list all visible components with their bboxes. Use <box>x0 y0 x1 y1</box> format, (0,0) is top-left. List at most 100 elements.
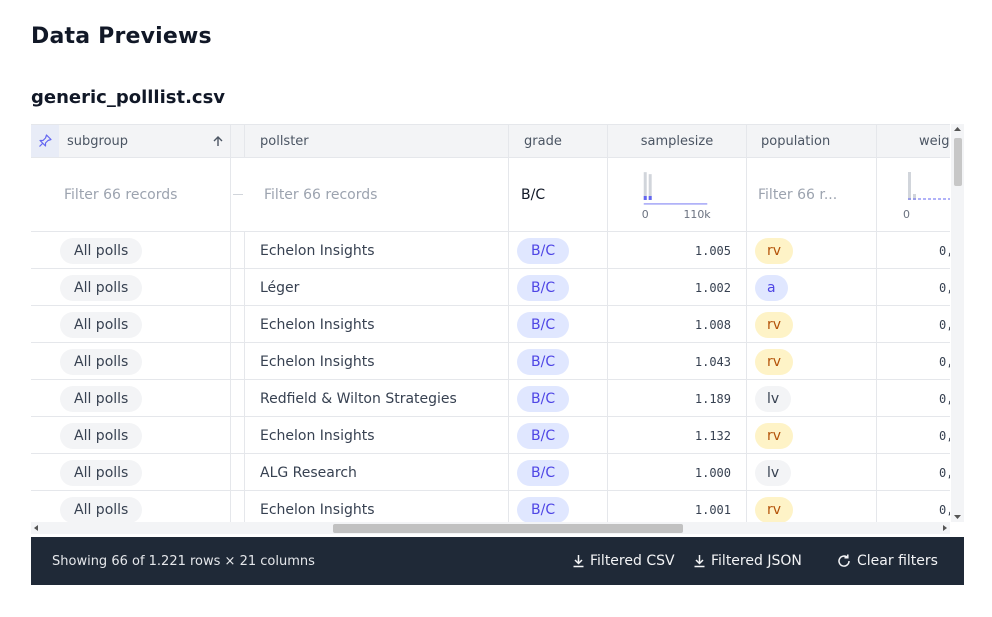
histogram-max-label: 110k <box>683 207 711 220</box>
table-row[interactable]: All polls Redfield & Wilton Strategies B/C… <box>31 380 950 417</box>
grade-cell: B/C <box>509 232 608 269</box>
pollster-cell: ALG Research <box>245 454 509 491</box>
filtered-json-button[interactable]: Filtered JSON <box>693 553 802 569</box>
histogram-min-label: 0 <box>642 207 649 220</box>
row-divider <box>231 343 245 380</box>
filter-population-input[interactable]: Filter 66 r... <box>758 186 838 203</box>
population-pill: a <box>755 274 788 301</box>
column-header-subgroup[interactable]: subgroup <box>59 125 231 158</box>
clear-filters-label: Clear filters <box>857 553 938 569</box>
scroll-down-icon[interactable] <box>951 512 964 522</box>
row-divider <box>231 380 245 417</box>
row-divider <box>231 269 245 306</box>
file-title: generic_polllist.csv <box>31 87 226 108</box>
subgroup-pill: All polls <box>60 496 143 522</box>
table-row[interactable]: All polls Echelon Insights B/C 1.132 rv 0, <box>31 417 950 454</box>
subgroup-pill: All polls <box>60 274 143 301</box>
samplesize-histogram[interactable]: 0 110k <box>608 158 746 232</box>
subgroup-cell: All polls <box>31 380 231 417</box>
population-cell: a <box>747 269 877 306</box>
weight-value: 0, <box>939 317 950 332</box>
population-cell: rv <box>747 491 877 522</box>
samplesize-cell: 1.132 <box>608 417 747 454</box>
horizontal-scrollbar[interactable] <box>31 522 950 534</box>
clear-filters-button[interactable]: Clear filters <box>836 553 938 569</box>
population-pill: rv <box>755 311 794 338</box>
scroll-right-icon[interactable] <box>940 522 950 534</box>
column-divider <box>231 125 245 158</box>
column-header-label: weig <box>919 133 950 149</box>
population-pill: rv <box>755 422 794 449</box>
grid-footer: Showing 66 of 1.221 rows × 21 columns Fi… <box>31 537 964 585</box>
column-header-weight[interactable]: weig <box>877 125 950 158</box>
column-header-grade[interactable]: grade <box>509 125 608 158</box>
table-row[interactable]: All polls Echelon Insights B/C 1.005 rv 0, <box>31 232 950 269</box>
pollster-value: Echelon Insights <box>260 427 375 444</box>
grade-cell: B/C <box>509 269 608 306</box>
subgroup-cell: All polls <box>31 306 231 343</box>
grade-cell: B/C <box>509 454 608 491</box>
filter-grade-value[interactable]: B/C <box>521 186 546 203</box>
population-cell: lv <box>747 380 877 417</box>
row-divider <box>231 491 245 522</box>
filtered-json-label: Filtered JSON <box>711 553 802 569</box>
grade-pill: B/C <box>517 237 570 264</box>
table-row[interactable]: All polls Echelon Insights B/C 1.043 rv 0, <box>31 343 950 380</box>
population-cell: rv <box>747 306 877 343</box>
weight-value: 0, <box>939 280 950 295</box>
row-divider <box>231 417 245 454</box>
weight-cell: 0, <box>877 306 950 343</box>
filter-cell-pollster: Filter 66 records <box>245 158 509 232</box>
filtered-csv-label: Filtered CSV <box>590 553 675 569</box>
weight-cell: 0, <box>877 491 950 522</box>
column-header-label: population <box>761 133 831 149</box>
subgroup-cell: All polls <box>31 343 231 380</box>
weight-cell: 0, <box>877 380 950 417</box>
vertical-scrollbar[interactable] <box>951 124 964 522</box>
scroll-left-icon[interactable] <box>31 522 41 534</box>
table-row[interactable]: All polls Léger B/C 1.002 a 0, <box>31 269 950 306</box>
column-header-samplesize[interactable]: samplesize <box>608 125 747 158</box>
samplesize-value: 1.189 <box>694 391 731 406</box>
population-cell: lv <box>747 454 877 491</box>
population-pill: rv <box>755 237 794 264</box>
grade-cell: B/C <box>509 491 608 522</box>
weight-cell: 0, <box>877 232 950 269</box>
samplesize-cell: 1.002 <box>608 269 747 306</box>
pollster-cell: Echelon Insights <box>245 491 509 522</box>
subgroup-pill: All polls <box>60 348 143 375</box>
scroll-up-icon[interactable] <box>951 124 964 134</box>
samplesize-value: 1.008 <box>694 317 731 332</box>
column-header-label: grade <box>524 133 562 149</box>
pollster-value: Echelon Insights <box>260 501 375 518</box>
pin-icon <box>39 134 52 147</box>
filter-pollster-input[interactable]: Filter 66 records <box>264 186 378 203</box>
column-header-label: pollster <box>260 133 309 149</box>
horizontal-scrollbar-thumb[interactable] <box>333 524 683 533</box>
column-header-pin[interactable] <box>31 125 59 158</box>
histogram-min-label: 0 <box>903 208 910 221</box>
grade-pill: B/C <box>517 422 570 449</box>
filter-cell-grade: B/C <box>509 158 608 232</box>
filtered-csv-button[interactable]: Filtered CSV <box>572 553 675 569</box>
filter-subgroup-input[interactable]: Filter 66 records <box>64 186 178 203</box>
refresh-icon <box>838 554 850 567</box>
population-cell: rv <box>747 343 877 380</box>
grade-cell: B/C <box>509 380 608 417</box>
weight-cell: 0, <box>877 269 950 306</box>
column-header-pollster[interactable]: pollster <box>245 125 509 158</box>
column-header-population[interactable]: population <box>747 125 877 158</box>
vertical-scrollbar-thumb[interactable] <box>954 138 962 186</box>
grade-pill: B/C <box>517 459 570 486</box>
population-pill: lv <box>755 459 792 486</box>
arrow-up-icon[interactable] <box>212 135 224 147</box>
samplesize-value: 1.002 <box>694 280 731 295</box>
subgroup-cell: All polls <box>31 232 231 269</box>
weight-histogram[interactable]: 0 <box>877 158 950 232</box>
table-row[interactable]: All polls Echelon Insights B/C 1.008 rv 0, <box>31 306 950 343</box>
samplesize-cell: 1.043 <box>608 343 747 380</box>
table-row[interactable]: All polls ALG Research B/C 1.000 lv 0, <box>31 454 950 491</box>
samplesize-cell: 1.189 <box>608 380 747 417</box>
table-row[interactable]: All polls Echelon Insights B/C 1.001 rv 0, <box>31 491 950 522</box>
row-divider <box>231 306 245 343</box>
